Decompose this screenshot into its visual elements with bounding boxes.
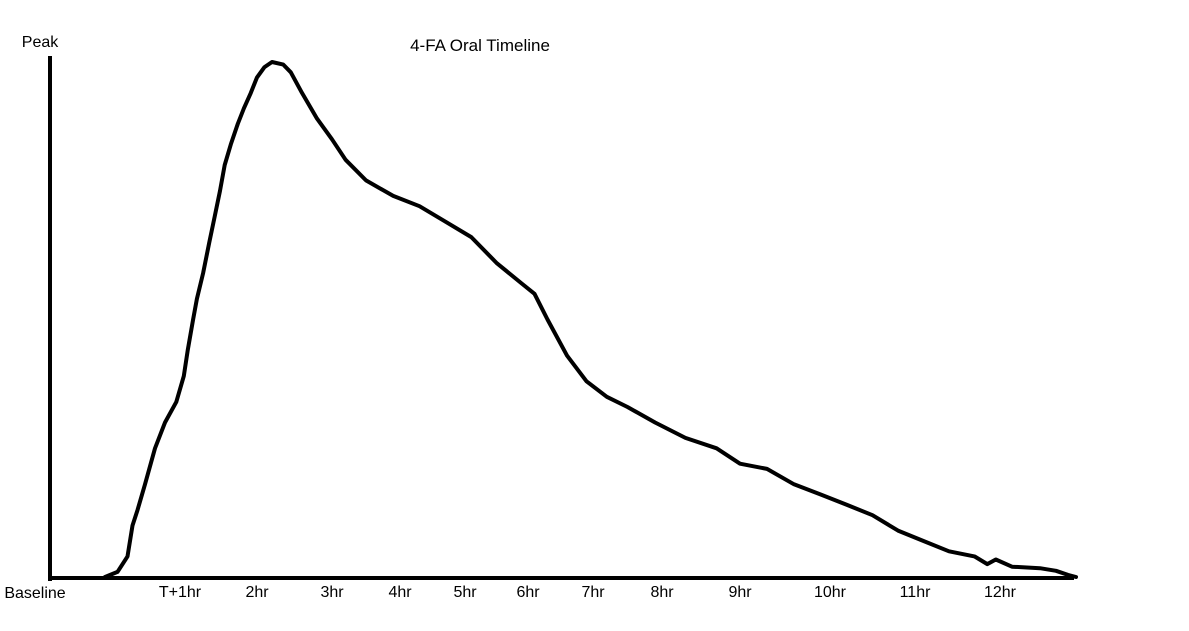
x-tick-label: 11hr bbox=[900, 584, 932, 601]
y-axis-bottom-label: Baseline bbox=[4, 585, 65, 602]
x-tick-label: 10hr bbox=[814, 584, 847, 601]
x-tick-label: 4hr bbox=[388, 584, 412, 601]
x-tick-label: 12hr bbox=[984, 584, 1017, 601]
x-tick-label: 9hr bbox=[728, 584, 752, 601]
x-tick-label: 2hr bbox=[245, 584, 269, 601]
series-group bbox=[103, 60, 1078, 579]
x-tick-labels: T+1hr 2hr 3hr 4hr 5hr 6hr 7hr 8hr 9hr 10hr 11hr 12h… bbox=[159, 584, 1017, 601]
x-tick-label: 8hr bbox=[650, 584, 674, 601]
x-tick-label: 7hr bbox=[581, 584, 605, 601]
chart-title: 4-FA Oral Timeline bbox=[410, 36, 550, 55]
x-tick-label: 5hr bbox=[453, 584, 477, 601]
y-axis-top-label: Peak bbox=[22, 34, 59, 51]
x-tick-label: T+1hr bbox=[159, 584, 202, 601]
x-tick-label: 3hr bbox=[320, 584, 344, 601]
series-line bbox=[103, 60, 1078, 579]
x-tick-label: 6hr bbox=[516, 584, 540, 601]
